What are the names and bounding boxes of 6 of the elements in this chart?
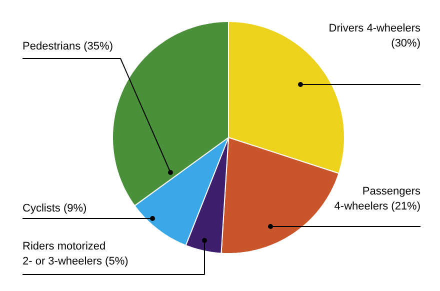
- data-label: (30%): [391, 38, 420, 50]
- slice-label: Pedestrians (35%): [22, 40, 113, 52]
- slice-label: Drivers 4-wheelers: [328, 22, 421, 34]
- slice-label: Riders motorized 2- or 3-wheelers (5%): [22, 240, 128, 268]
- slice-label: Passengers 4-wheelers (21%): [334, 186, 421, 212]
- slice-label: Cyclists (9%): [22, 202, 87, 214]
